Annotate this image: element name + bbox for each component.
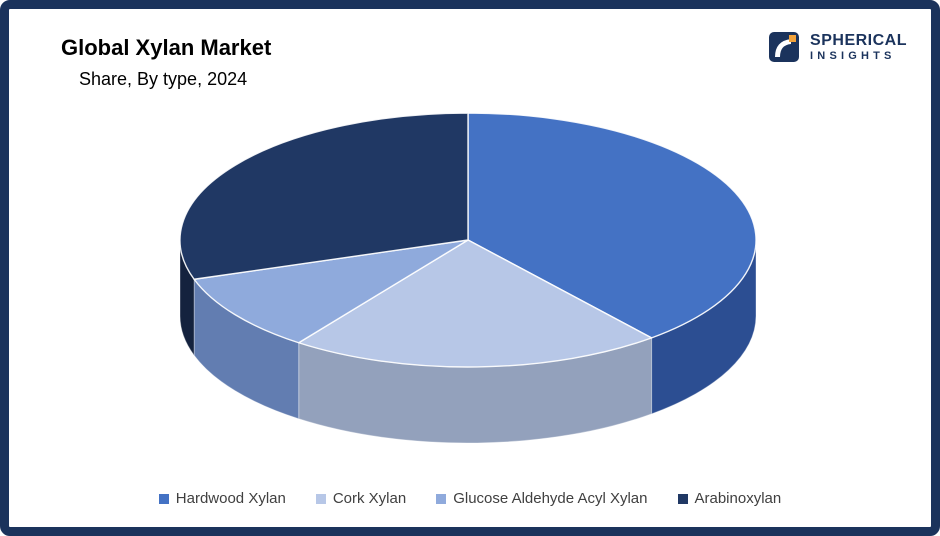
legend-label-hardwood-xylan: Hardwood Xylan (175, 490, 286, 507)
legend-label-glucose-aldehyde-acyl-xylan: Glucose Aldehyde Acyl Xylan (453, 490, 648, 507)
pie-slice-cork-xylan (298, 239, 653, 368)
legend-item-arabinoxylan: Arabinoxylan (677, 490, 782, 507)
chart-header: Global Xylan Market Share, By type, 2024 (61, 35, 271, 90)
chart-title: Global Xylan Market (61, 35, 272, 60)
brand-logo: SPHERICAL INSIGHTS (768, 29, 907, 65)
legend-item-hardwood-xylan: Hardwood Xylan (158, 490, 286, 507)
legend-swatch-glucose-aldehyde-acyl-xylan (436, 493, 447, 504)
legend-item-cork-xylan: Cork Xylan (315, 490, 407, 507)
legend-swatch-hardwood-xylan (158, 493, 169, 504)
pie-slice-arabinoxylan (179, 112, 469, 280)
brand-name: SPHERICAL (810, 31, 907, 49)
pie-slice-hardwood-xylan (467, 112, 757, 339)
chart-subtitle: Share, By type, 2024 (79, 69, 248, 89)
legend-item-glucose-aldehyde-acyl-xylan: Glucose Aldehyde Acyl Xylan (436, 490, 648, 507)
legend: Hardwood Xylan Cork Xylan Glucose Aldehyde… (9, 490, 931, 507)
legend-swatch-arabinoxylan (677, 493, 688, 504)
legend-label-arabinoxylan: Arabinoxylan (694, 490, 782, 507)
pie-slice-glucose-aldehyde-acyl-xylan (193, 239, 469, 344)
legend-label-cork-xylan: Cork Xylan (332, 490, 407, 507)
brand-logo-text: SPHERICAL INSIGHTS (810, 31, 907, 63)
brand-subname: INSIGHTS (810, 50, 896, 62)
legend-swatch-cork-xylan (315, 493, 326, 504)
spherical-insights-logo-icon (769, 32, 800, 62)
